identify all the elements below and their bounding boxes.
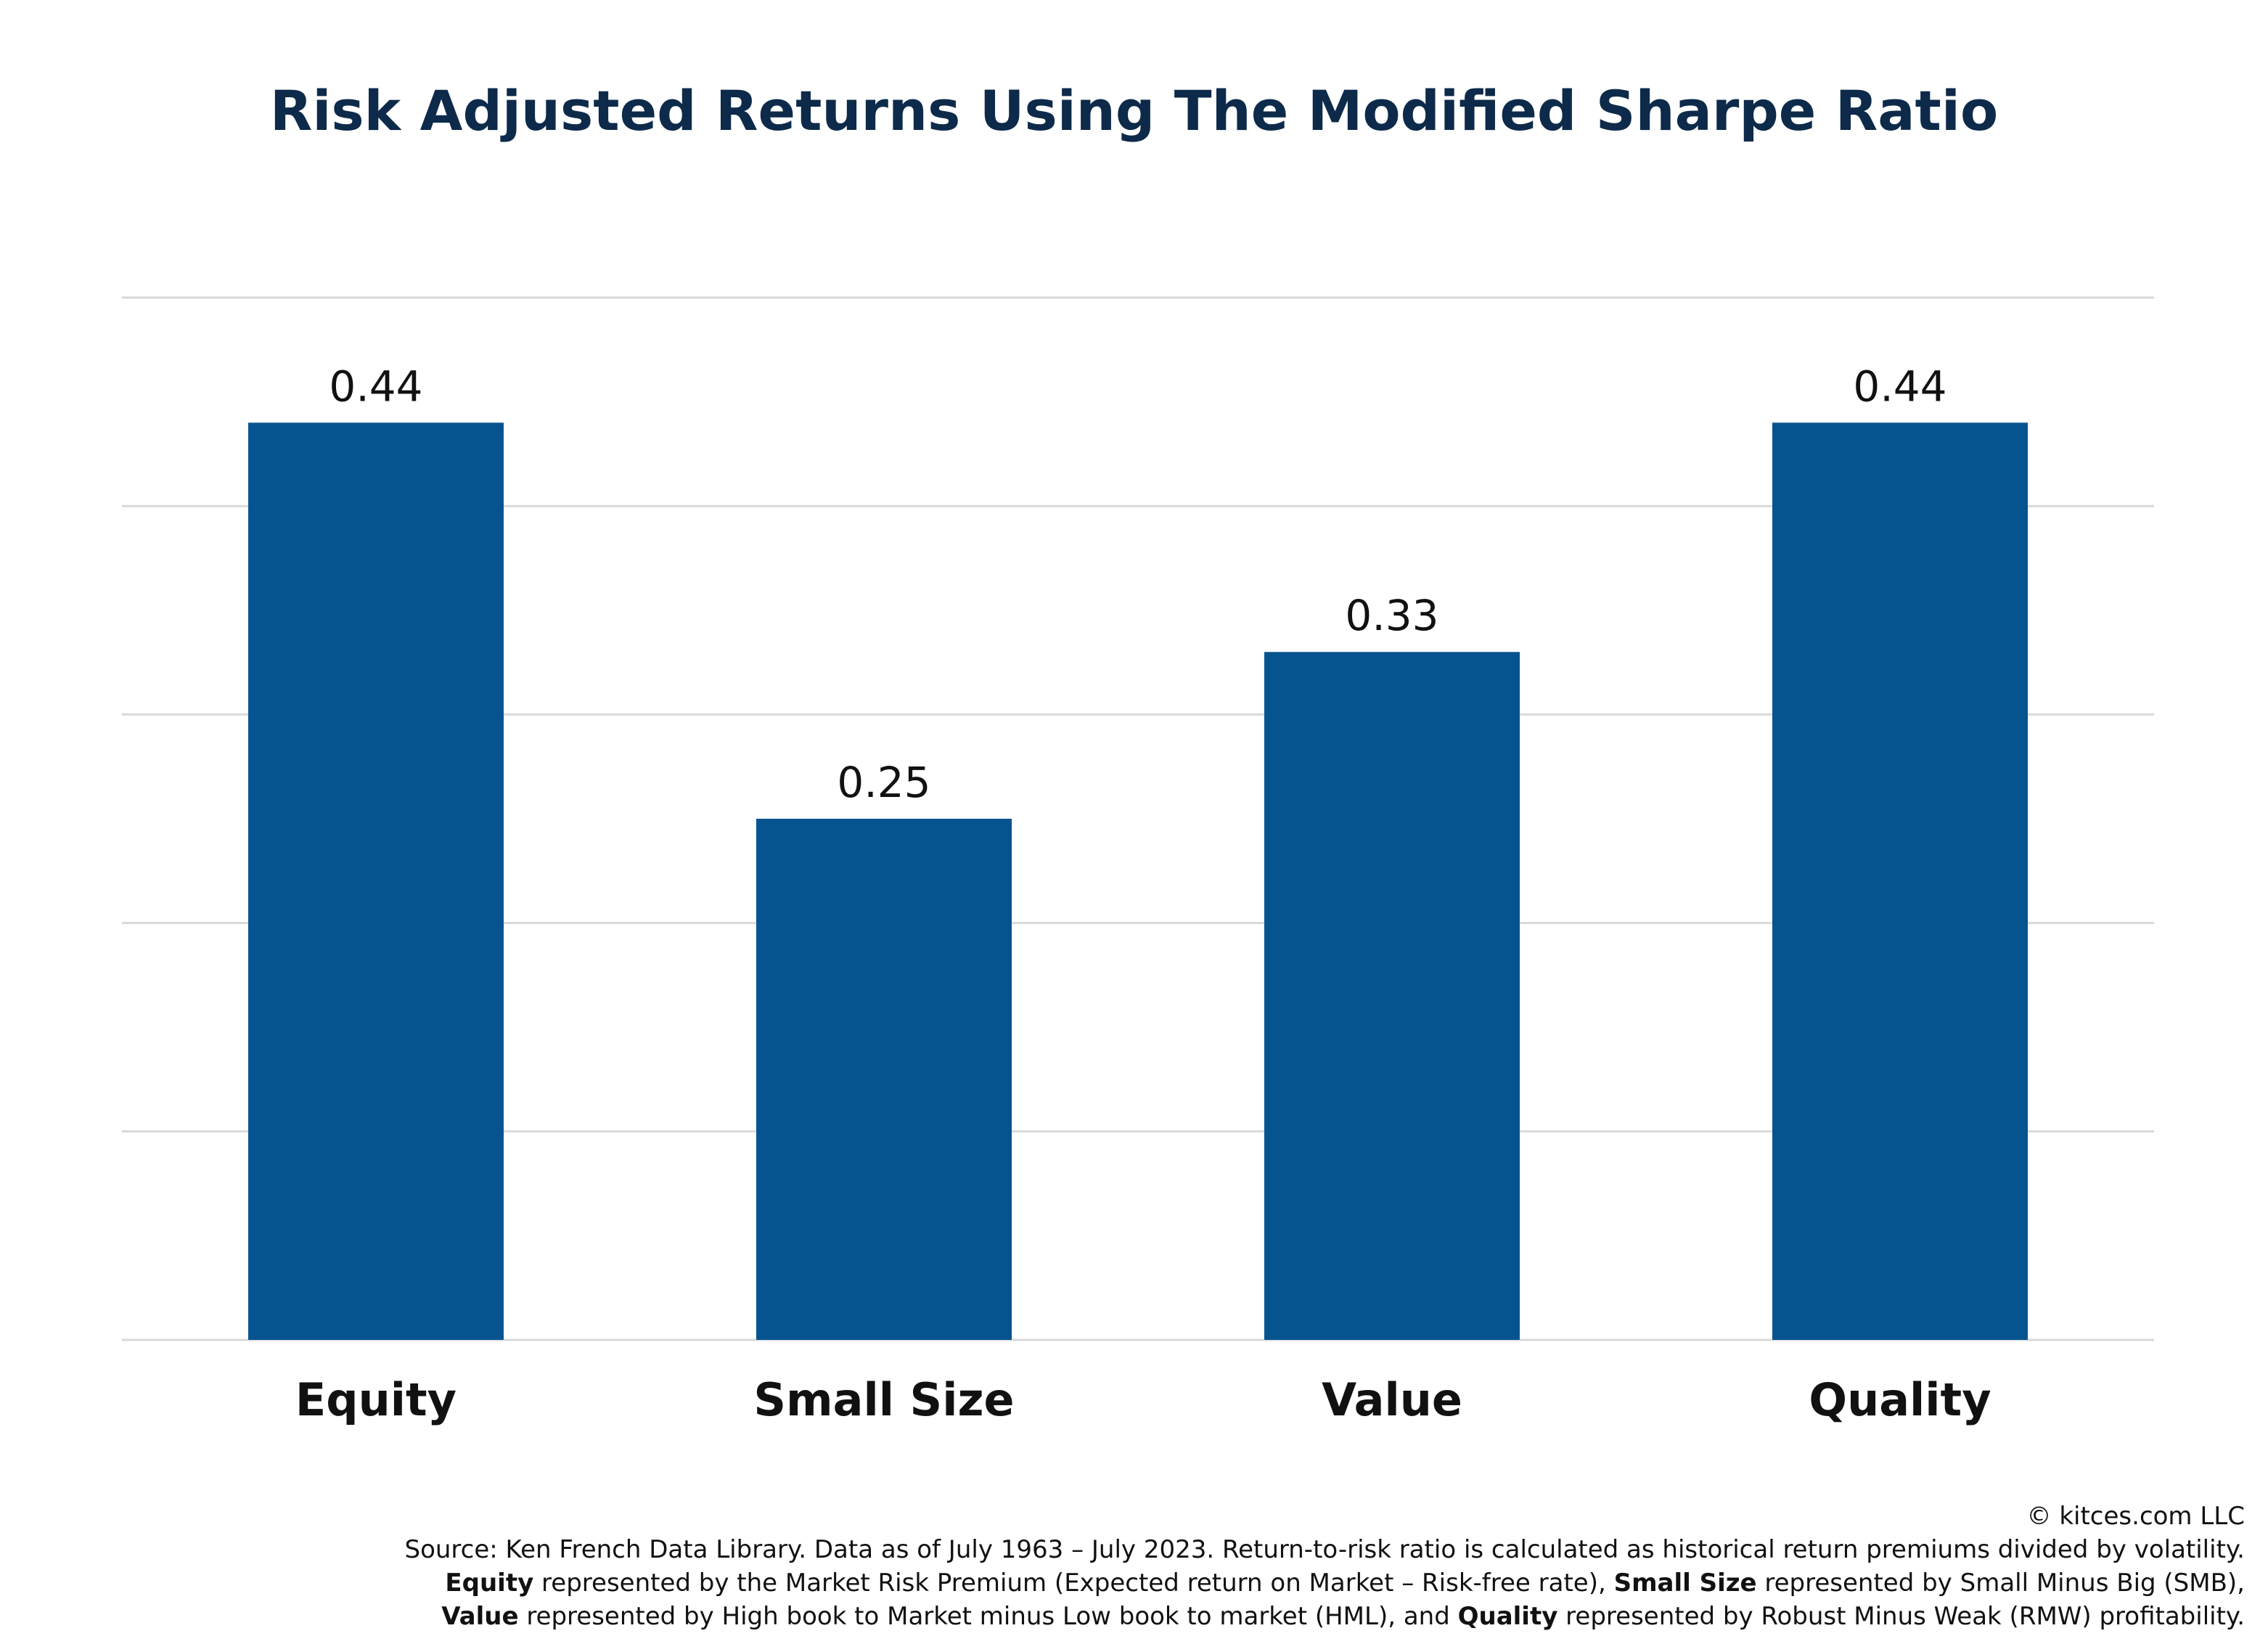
value-label: 0.44 xyxy=(1853,361,1946,411)
value-label: 0.33 xyxy=(1345,591,1438,640)
value-label: 0.25 xyxy=(837,758,930,807)
footnote-text: represented by the Market Risk Premium (… xyxy=(533,1569,1614,1598)
bars xyxy=(248,422,2028,1340)
bar-small-size xyxy=(756,819,1012,1340)
footnote-value: Value xyxy=(441,1602,519,1631)
footer-notes: © kitces.com LLC Source: Ken French Data… xyxy=(67,1500,2245,1633)
category-label: Small Size xyxy=(753,1373,1014,1426)
category-label: Value xyxy=(1322,1373,1462,1426)
value-labels: 0.44 0.25 0.33 0.44 xyxy=(329,361,1946,807)
footnote-text: represented by High book to Market minus… xyxy=(518,1602,1458,1631)
footnote-text: represented by Robust Minus Weak (RMW) p… xyxy=(1557,1602,2245,1631)
footnote-equity: Equity xyxy=(445,1569,534,1598)
chart-title: Risk Adjusted Returns Using The Modified… xyxy=(269,78,1999,143)
footnote-text: represented by Small Minus Big (SMB), xyxy=(1756,1569,2245,1598)
bar-quality xyxy=(1772,422,2028,1340)
footnote-line-2: Equity represented by the Market Risk Pr… xyxy=(67,1566,2245,1600)
category-labels: Equity Small Size Value Quality xyxy=(295,1373,1991,1426)
category-label: Equity xyxy=(295,1373,457,1426)
value-label: 0.44 xyxy=(329,361,422,411)
bar-equity xyxy=(248,422,504,1340)
footnote-line-3: Value represented by High book to Market… xyxy=(67,1600,2245,1633)
bar-value xyxy=(1264,652,1520,1340)
footnote-quality: Quality xyxy=(1457,1602,1558,1631)
copyright-text: © kitces.com LLC xyxy=(2026,1502,2245,1531)
footnote-small-size: Small Size xyxy=(1613,1569,1757,1598)
source-text: Source: Ken French Data Library. Data as… xyxy=(404,1535,2245,1564)
category-label: Quality xyxy=(1809,1373,1991,1426)
